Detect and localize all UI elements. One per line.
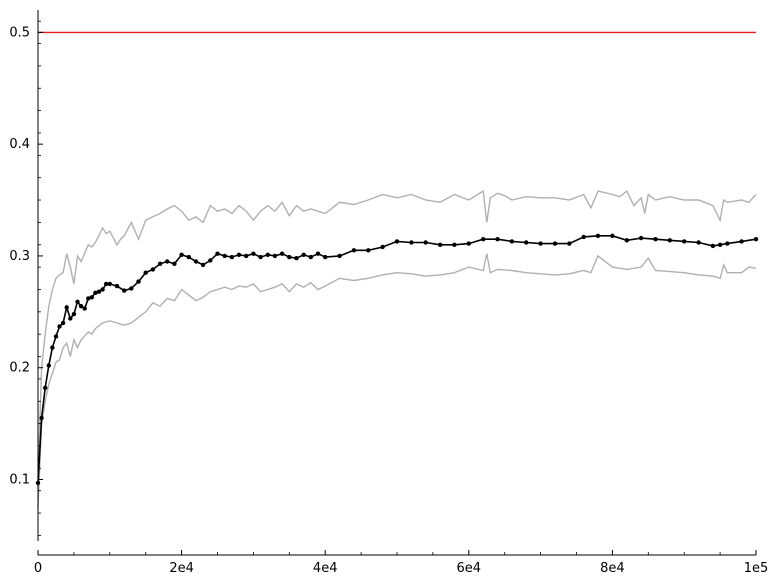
data-point <box>104 281 109 287</box>
y-axis-ticks: 0.1 0.2 0.3 0.4 0.5 <box>9 20 43 536</box>
data-point <box>143 270 148 275</box>
data-point <box>200 262 206 268</box>
data-point <box>107 281 113 287</box>
data-point <box>351 248 357 253</box>
data-point <box>86 296 91 301</box>
data-point <box>100 287 105 292</box>
data-point <box>739 239 744 244</box>
data-point <box>172 261 177 266</box>
data-point <box>208 258 213 263</box>
data-point <box>258 254 263 260</box>
data-point <box>753 237 759 242</box>
x-axis-ticks: 0 2e4 4e4 6e4 8e4 1e5 <box>34 550 768 576</box>
data-point <box>93 290 98 295</box>
data-point <box>610 233 615 238</box>
data-point <box>53 334 59 339</box>
y-tick-label: 0.3 <box>9 249 30 264</box>
data-point <box>452 242 457 247</box>
data-point <box>315 251 321 256</box>
data-point <box>265 252 270 257</box>
x-tick-label: 6e4 <box>457 561 482 576</box>
y-tick-label: 0.1 <box>9 473 30 488</box>
data-point <box>653 237 658 242</box>
data-point <box>122 288 127 293</box>
data-point <box>64 305 69 310</box>
data-point <box>323 254 328 260</box>
data-point <box>244 253 249 259</box>
data-point <box>75 299 80 304</box>
data-point <box>114 283 120 289</box>
data-point <box>638 235 644 241</box>
data-point <box>50 345 55 350</box>
data-point <box>682 239 687 244</box>
data-point <box>509 239 515 244</box>
data-point <box>215 251 220 256</box>
data-point <box>552 241 558 246</box>
data-point <box>287 254 292 260</box>
data-point <box>96 289 102 294</box>
data-point <box>466 241 471 246</box>
data-point <box>89 295 95 300</box>
data-point <box>82 306 87 311</box>
data-point <box>394 239 400 244</box>
data-point <box>710 243 716 249</box>
data-point <box>294 256 299 261</box>
data-point <box>696 240 701 245</box>
data-point <box>78 304 84 309</box>
y-tick-label: 0.2 <box>9 361 30 376</box>
plot-area <box>35 31 759 508</box>
data-point <box>157 261 163 266</box>
data-point <box>538 241 543 246</box>
data-point <box>301 252 306 257</box>
data-point <box>165 259 170 264</box>
x-tick-label: 1e5 <box>744 561 769 576</box>
data-point <box>229 254 235 260</box>
data-point <box>46 363 51 368</box>
data-point <box>337 253 342 259</box>
x-tick-label: 8e4 <box>600 561 625 576</box>
data-point <box>236 252 242 257</box>
data-point <box>129 286 134 291</box>
data-point <box>60 320 66 326</box>
data-point <box>366 248 371 253</box>
data-point <box>39 415 44 421</box>
data-point <box>409 240 414 245</box>
x-tick-label: 0 <box>34 561 42 576</box>
data-point <box>150 267 156 272</box>
series-line-mean <box>37 235 757 483</box>
data-point <box>308 254 313 260</box>
data-point <box>524 240 529 245</box>
data-point <box>43 385 48 390</box>
series-line-lower-band <box>37 253 757 508</box>
data-point <box>581 234 586 240</box>
data-point <box>567 241 572 246</box>
y-tick-label: 0.5 <box>9 25 30 40</box>
data-point <box>279 251 285 256</box>
data-point <box>481 237 486 242</box>
data-point <box>68 316 73 321</box>
data-point <box>251 251 256 256</box>
data-point <box>136 279 141 284</box>
data-point <box>57 324 62 329</box>
x-tick-label: 2e4 <box>169 561 194 576</box>
data-point <box>222 253 227 259</box>
y-tick-label: 0.4 <box>9 137 30 152</box>
data-point <box>179 252 184 257</box>
data-point <box>186 254 191 260</box>
data-point <box>272 253 278 259</box>
data-point <box>71 311 77 317</box>
data-point <box>725 241 730 246</box>
data-point <box>717 242 723 247</box>
data-point <box>595 233 601 238</box>
data-point <box>380 244 385 250</box>
data-point <box>423 240 428 245</box>
x-tick-label: 4e4 <box>313 561 338 576</box>
series-line-upper-band <box>37 189 757 480</box>
data-point <box>193 259 199 264</box>
data-point <box>495 237 500 242</box>
data-point <box>624 238 629 243</box>
data-point <box>437 242 443 247</box>
data-point <box>667 238 672 243</box>
